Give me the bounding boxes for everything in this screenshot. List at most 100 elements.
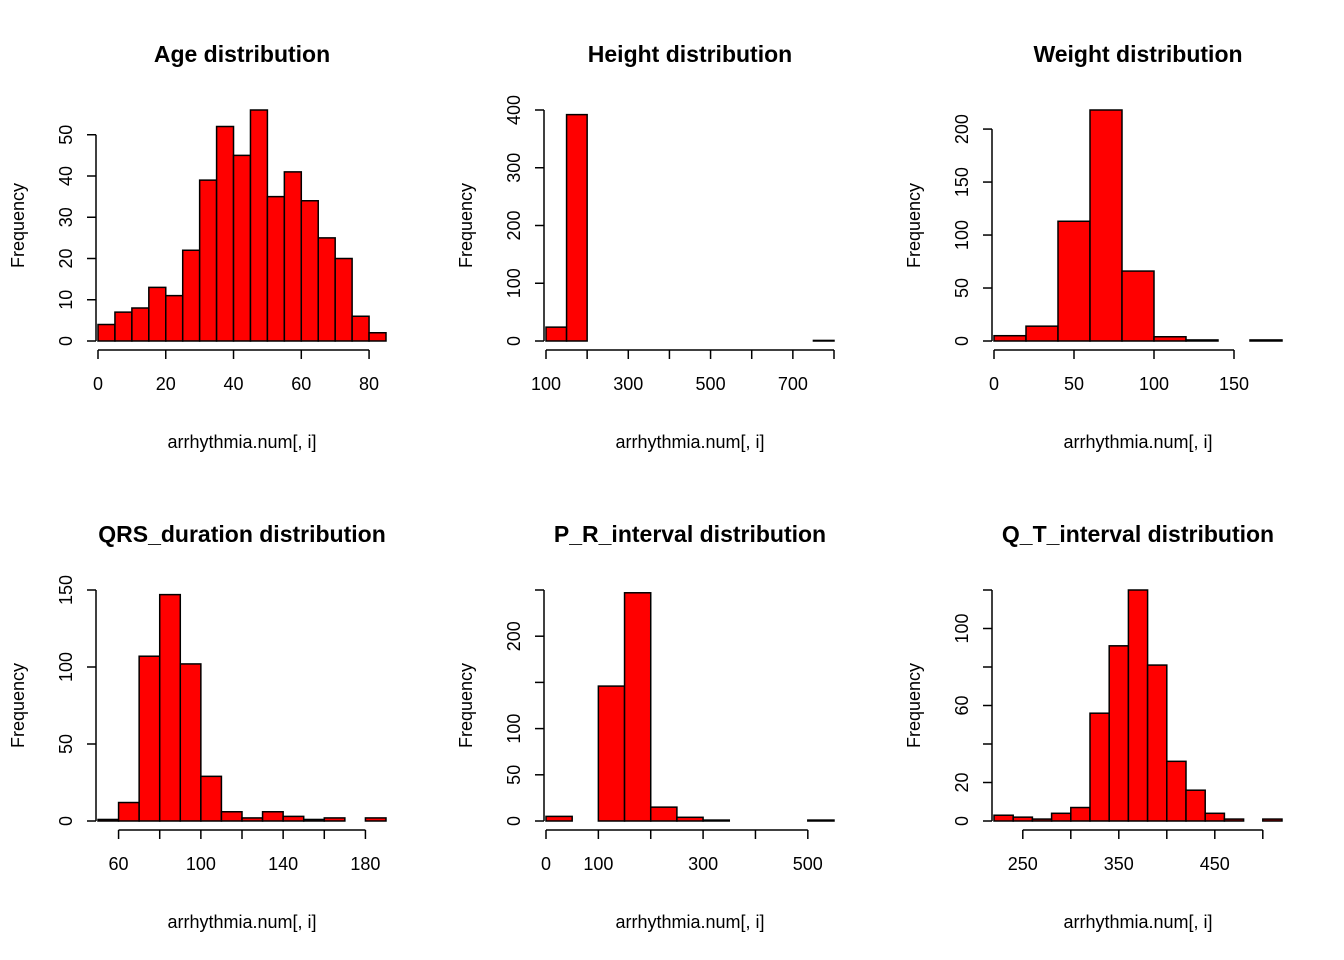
histogram-bar [351,315,370,342]
chart-title: Weight distribution [1033,41,1242,67]
x-tick-label: 700 [778,374,808,394]
histogram-bar [282,815,305,822]
histogram-bar [597,685,626,822]
chart-title: Height distribution [588,41,792,67]
y-tick-label: 20 [952,772,972,792]
y-tick-label: 0 [504,336,524,346]
y-axis-label: Frequency [456,183,476,268]
histogram-bar [158,593,182,822]
y-tick-label: 0 [952,336,972,346]
y-axis-label: Frequency [456,663,476,748]
histogram-bar [138,655,161,822]
histogram-bar [334,257,353,342]
y-tick-label: 100 [504,714,524,744]
histogram-panel: Age distribution 0 20 40 60 80 0 10 20 30 40 50 arrh… [8,41,387,452]
histogram-bar [1121,270,1155,342]
histogram-bar [97,818,120,822]
histogram-bar [1031,818,1053,822]
histogram-bar [165,294,184,342]
histogram-bar [261,811,284,822]
x-tick-label: 100 [186,854,216,874]
histogram-bar [215,125,235,342]
x-tick-label: 500 [793,854,823,874]
y-tick-label: 100 [952,613,972,643]
histogram-bar [283,171,303,342]
histogram-bar [993,334,1027,342]
histogram-panel: Weight distribution 0 50 100 150 0 50 100 150 200… [904,41,1283,452]
x-tick-label: 150 [1219,374,1249,394]
histogram-bar [1223,818,1245,822]
histogram-bar [368,332,387,342]
y-tick-label: 10 [56,290,76,310]
y-axis-label: Frequency [8,183,28,268]
histogram-panel: Q_T_interval distribution 250 350 450 0 20 60 1… [904,521,1283,932]
histogram-bar [249,109,269,342]
y-tick-label: 30 [56,207,76,227]
y-tick-label: 100 [952,220,972,250]
histogram-bar [1025,325,1059,342]
histogram-bar [545,326,568,342]
histogram-bar [993,814,1014,822]
y-tick-label: 50 [952,278,972,298]
histogram-bar [702,819,731,822]
x-axis-label: arrhythmia.num[, i] [1063,432,1212,452]
x-tick-label: 100 [531,374,561,394]
histogram-bar [676,816,704,822]
histogram-bar [807,819,835,822]
histogram-bar [623,592,652,822]
histogram-panel: Height distribution 100 300 500 700 0 100 200 30… [456,41,835,452]
histogram-bar [300,200,319,342]
x-axis-label: arrhythmia.num[, i] [167,432,316,452]
histogram-bar [1204,812,1226,822]
x-tick-label: 140 [268,854,298,874]
x-axis-label: arrhythmia.num[, i] [167,912,316,932]
x-tick-label: 0 [93,374,103,394]
x-tick-label: 250 [1008,854,1038,874]
chart-title: Age distribution [154,41,330,67]
x-tick-label: 350 [1104,854,1134,874]
y-tick-label: 20 [56,248,76,268]
x-tick-label: 60 [109,854,129,874]
histogram-bar [148,286,167,342]
histogram-bar [364,817,387,822]
x-tick-label: 300 [688,854,718,874]
histogram-bar [131,307,150,342]
histogram-bar [1089,109,1123,342]
histogram-bar [1185,339,1219,342]
histogram-bar [317,237,336,342]
histogram-panel: QRS_duration distribution 60 100 140 180 0 50 1… [8,521,387,932]
y-tick-label: 150 [56,575,76,605]
y-tick-label: 100 [56,652,76,682]
y-tick-label: 200 [952,114,972,144]
histogram-bar [181,249,201,342]
y-tick-label: 100 [504,268,524,298]
y-tick-label: 150 [952,167,972,197]
y-axis-label: Frequency [8,663,28,748]
y-axis-label: Frequency [904,183,924,268]
histogram-bar [1089,712,1110,822]
histogram-bar [241,817,264,822]
y-tick-label: 0 [952,816,972,826]
histogram-bar [97,323,116,342]
y-tick-label: 50 [504,765,524,785]
histogram-bar [1057,220,1091,342]
histogram-bar [1153,336,1187,342]
histogram-bar [1166,760,1187,822]
x-axis-label: arrhythmia.num[, i] [1063,912,1212,932]
y-tick-label: 400 [504,95,524,125]
histogram-bar [565,113,588,342]
chart-title: QRS_duration distribution [98,521,386,547]
x-axis-label: arrhythmia.num[, i] [615,912,764,932]
histogram-bar [1108,645,1130,822]
x-tick-label: 100 [583,854,613,874]
x-tick-label: 180 [350,854,380,874]
histogram-bar [117,801,140,822]
y-axis-label: Frequency [904,663,924,748]
y-tick-label: 50 [56,125,76,145]
y-tick-label: 60 [952,695,972,715]
y-tick-label: 200 [504,621,524,651]
histogram-bar [179,663,202,822]
histogram-bar [1249,339,1283,342]
histogram-bar [198,179,218,342]
